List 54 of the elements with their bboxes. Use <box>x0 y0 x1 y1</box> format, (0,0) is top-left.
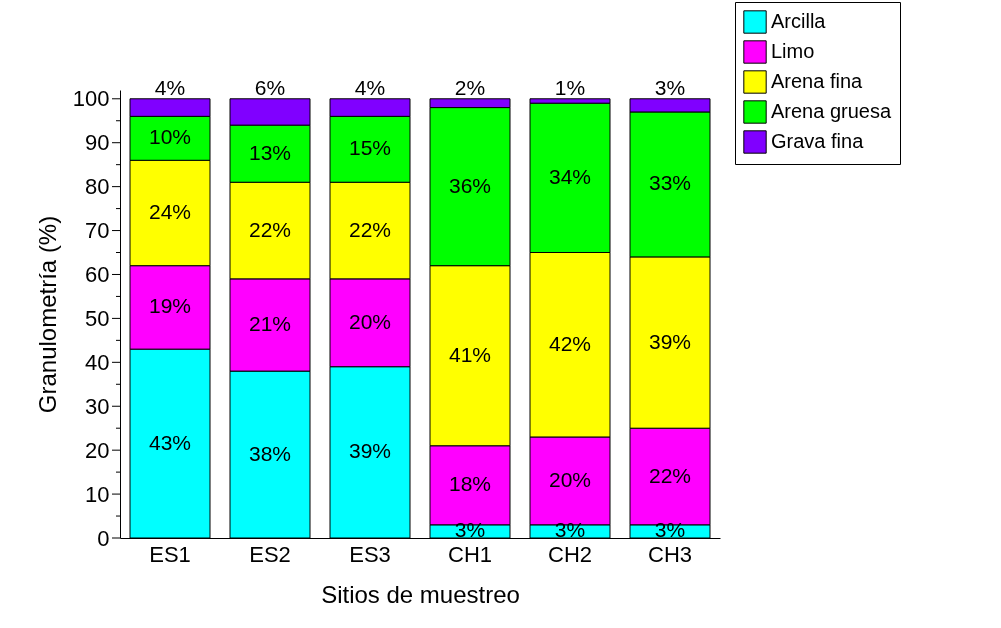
x-tick-label: CH3 <box>647 541 693 567</box>
legend-label: Grava fina <box>771 130 865 152</box>
data-label: 41% <box>448 342 492 366</box>
data-label: 39% <box>348 439 392 463</box>
y-tick-label: 40 <box>85 349 110 375</box>
data-label: 43% <box>148 430 192 454</box>
data-label: 1% <box>554 75 586 99</box>
data-label: 6% <box>254 75 286 99</box>
y-tick-label: 0 <box>97 525 110 551</box>
x-tick-label: CH2 <box>547 541 593 567</box>
y-tick-label: 10 <box>85 481 110 507</box>
data-label: 20% <box>348 309 392 333</box>
data-label: 3% <box>654 518 686 542</box>
legend-label: Arena fina <box>771 70 864 92</box>
data-label: 38% <box>248 441 292 465</box>
data-label: 3% <box>454 518 486 542</box>
y-tick-label: 100 <box>72 86 110 112</box>
x-tick-label: ES3 <box>349 541 391 567</box>
data-label: 10% <box>148 125 192 149</box>
x-tick-label: ES1 <box>149 541 191 567</box>
data-label: 3% <box>554 518 586 542</box>
data-label: 4% <box>354 75 386 99</box>
y-tick-label: 70 <box>85 218 110 244</box>
data-label: 39% <box>648 329 692 353</box>
y-tick-label: 80 <box>85 174 110 200</box>
data-label: 20% <box>548 467 592 491</box>
data-label: 19% <box>148 294 192 318</box>
data-label: 15% <box>348 136 392 160</box>
data-label: 3% <box>654 75 686 99</box>
data-label: 33% <box>648 171 692 195</box>
x-tick-label: ES2 <box>249 541 291 567</box>
legend-label: Limo <box>771 40 815 62</box>
data-label: 18% <box>448 472 492 496</box>
data-label: 2% <box>454 75 486 99</box>
legend-label: Arena gruesa <box>771 100 892 122</box>
data-label: 22% <box>648 463 692 487</box>
y-tick-label: 20 <box>85 437 110 463</box>
data-label: 13% <box>248 140 292 164</box>
y-tick-label: 50 <box>85 305 110 331</box>
data-label: 24% <box>148 199 192 223</box>
data-label: 21% <box>248 311 292 335</box>
x-axis-title: Sitios de muestreo <box>321 580 520 608</box>
y-axis-title: Granulometría (%) <box>33 215 61 414</box>
y-tick-label: 60 <box>85 261 110 287</box>
data-label: 42% <box>548 331 592 355</box>
legend-label: Arcilla <box>771 10 827 32</box>
data-label: 36% <box>448 173 492 197</box>
x-tick-label: CH1 <box>447 541 493 567</box>
data-label: 34% <box>548 164 592 188</box>
y-tick-label: 30 <box>85 393 110 419</box>
data-label: 22% <box>348 217 392 241</box>
data-label: 4% <box>154 75 186 99</box>
data-label: 22% <box>248 217 292 241</box>
y-tick-label: 90 <box>85 130 110 156</box>
